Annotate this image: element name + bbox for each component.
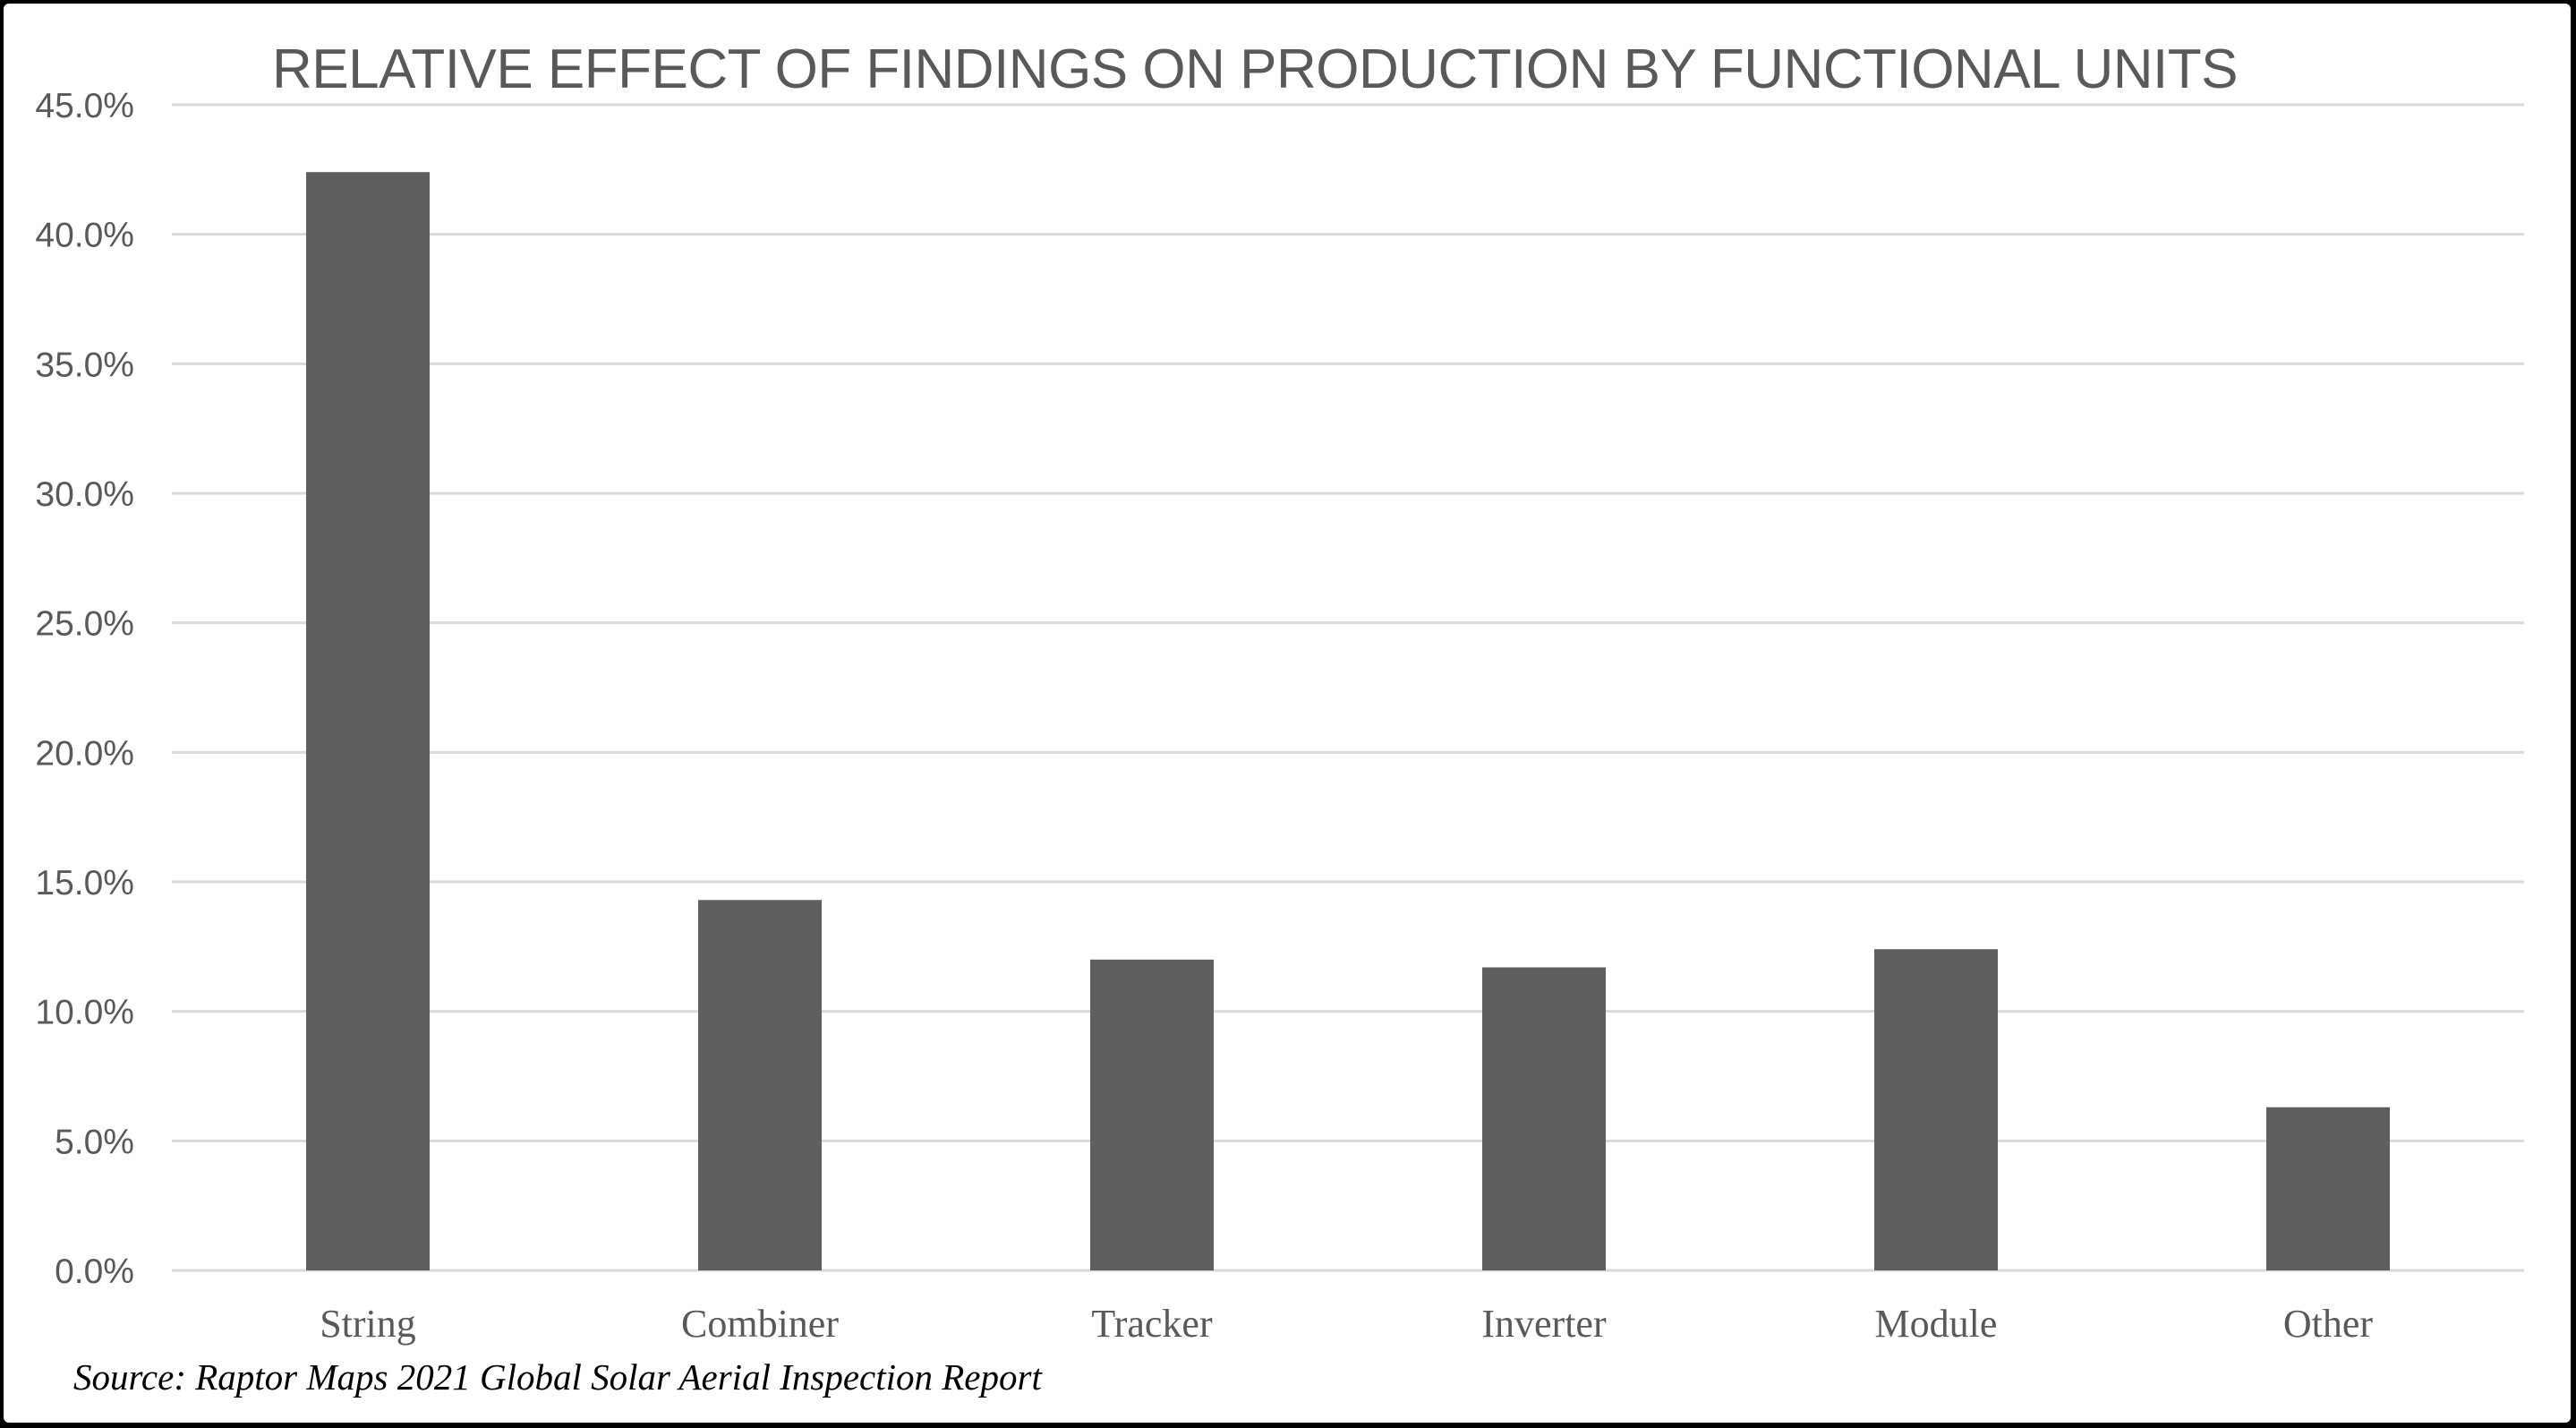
- gridlines: [172, 103, 2524, 1272]
- bar-tracker: [1090, 959, 1214, 1270]
- y-tick-label: 35.0%: [35, 346, 134, 384]
- y-tick-label: 20.0%: [35, 734, 134, 773]
- y-tick-label: 15.0%: [35, 864, 134, 902]
- source-note: Source: Raptor Maps 2021 Global Solar Ae…: [73, 1356, 1042, 1398]
- bars: [306, 172, 2390, 1270]
- y-tick-label: 0.0%: [55, 1253, 134, 1291]
- bar-other: [2266, 1107, 2390, 1270]
- y-tick-label: 25.0%: [35, 605, 134, 644]
- x-tick-label: String: [320, 1302, 416, 1346]
- x-tick-label: Module: [1875, 1302, 1998, 1346]
- y-tick-label: 40.0%: [35, 217, 134, 255]
- x-axis-ticks: String Combiner Tracker Inverter Module Other: [320, 1302, 2373, 1346]
- bar-chart: 0.0% 5.0% 10.0% 15.0% 20.0% 25.0% 30.0% 35.0% 40…: [35, 87, 2524, 1346]
- bar-inverter: [1482, 967, 1606, 1270]
- x-tick-label: Inverter: [1481, 1302, 1607, 1346]
- x-tick-label: Combiner: [681, 1302, 839, 1346]
- chart-frame: RELATIVE EFFECT OF FINDINGS ON PRODUCTIO…: [4, 4, 2571, 1423]
- chart-title: RELATIVE EFFECT OF FINDINGS ON PRODUCTIO…: [272, 38, 2238, 100]
- y-tick-label: 5.0%: [55, 1123, 134, 1161]
- bar-combiner: [698, 900, 822, 1270]
- x-tick-label: Other: [2283, 1302, 2374, 1346]
- y-tick-label: 30.0%: [35, 475, 134, 514]
- bar-module: [1874, 949, 1998, 1270]
- bar-string: [306, 172, 430, 1270]
- y-tick-label: 10.0%: [35, 994, 134, 1032]
- x-tick-label: Tracker: [1091, 1302, 1213, 1346]
- y-tick-label: 45.0%: [35, 87, 134, 125]
- y-axis-ticks: 0.0% 5.0% 10.0% 15.0% 20.0% 25.0% 30.0% 35.0% 40…: [35, 87, 134, 1291]
